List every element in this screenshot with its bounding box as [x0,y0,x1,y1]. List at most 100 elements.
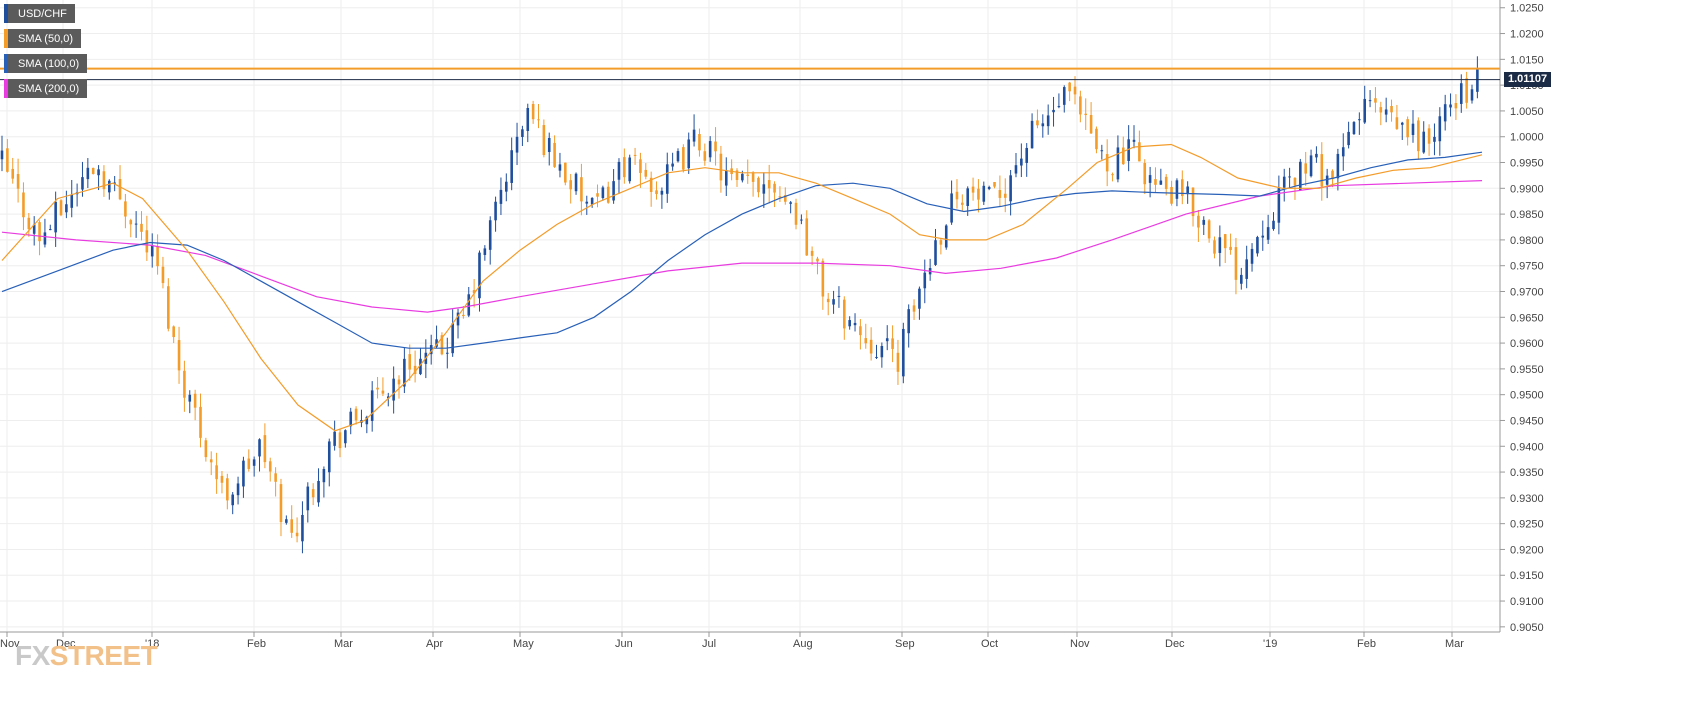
candle-body [612,181,615,201]
candle-body [258,439,261,457]
logo-part-street: STREET [49,640,158,671]
candle-body [526,107,530,132]
y-tick-label: 0.9200 [1510,544,1544,556]
candle-body [1438,116,1442,142]
candle-body [70,194,74,208]
candle-body [987,187,991,189]
candle-body [665,164,669,194]
candle-body [993,182,996,187]
legend-item-usdchf[interactable]: USD/CHF [4,4,75,23]
candle-body [800,219,803,221]
candle-body [419,358,422,375]
candle-body [1476,69,1479,92]
candle-body [891,338,894,349]
candle-body [971,186,975,193]
candle-body [719,153,723,181]
candle-body [172,326,175,338]
candle-body [853,322,857,326]
candle-body [1245,259,1248,279]
y-tick-label: 0.9650 [1510,312,1544,324]
x-tick-label: Sep [895,638,915,650]
candle-body [86,167,90,180]
candle-body [907,309,910,334]
candle-body [215,465,218,480]
candle-body [150,245,154,257]
candle-body [376,387,379,390]
legend-item-sma200[interactable]: SMA (200,0) [4,79,88,98]
candle-body [349,411,353,427]
candle-body [1266,227,1270,240]
candle-body [311,489,315,498]
candle-body [226,478,229,501]
legend-item-sma100[interactable]: SMA (100,0) [4,54,88,73]
candle-body [268,461,272,472]
candle-body [381,390,385,394]
candle-body [1057,106,1061,108]
candle-body [386,396,390,399]
candle-body [108,180,111,193]
candle-body [1304,163,1307,174]
candle-body [472,290,476,294]
y-tick-label: 0.9150 [1510,570,1544,582]
candle-body [875,356,878,358]
candle-body [1148,175,1152,183]
candle-body [1347,131,1350,146]
candle-body [65,204,68,213]
candle-body [1030,120,1034,149]
candle-body [1084,113,1088,116]
y-tick-label: 1.0200 [1510,29,1544,41]
candle-body [1202,219,1206,225]
candle-body [966,188,969,206]
candle-body [1025,147,1029,163]
y-tick-label: 0.9950 [1510,158,1544,170]
y-tick-label: 0.9800 [1510,235,1544,247]
candle-body [1127,139,1130,161]
candle-body [204,440,208,458]
legend-item-sma50[interactable]: SMA (50,0) [4,29,82,48]
candle-body [1406,119,1409,138]
candle-body [32,224,36,234]
candle-body [408,354,412,370]
sma100-line [1,151,1483,349]
y-tick-label: 0.9750 [1510,261,1544,273]
candle-body [16,174,20,189]
candle-body [183,370,186,398]
candle-body [177,340,181,371]
candle-body [129,220,133,225]
candle-body [1020,158,1023,166]
candle-body [488,220,492,250]
candle-body [91,167,95,174]
candle-body [456,312,460,326]
y-tick-label: 0.9350 [1510,467,1544,479]
candle-body [54,201,57,233]
candle-body [1384,109,1388,115]
candle-body [939,240,943,245]
candle-body [1422,131,1426,153]
candle-body [510,150,513,183]
candle-body [1363,98,1367,123]
candle-body [912,305,916,312]
candle-body [767,180,771,189]
candle-body [365,416,369,425]
candle-body [1288,176,1291,178]
candle-body [1138,142,1141,162]
y-tick-label: 1.0050 [1510,106,1544,118]
candle-body [649,177,653,192]
candle-body [1454,103,1458,109]
candle-body [333,431,336,446]
candle-body [1390,105,1393,113]
candle-body [1309,155,1313,177]
candle-body [1336,153,1340,179]
candle-body [397,379,401,385]
candle-body [252,459,256,466]
candle-body [521,129,524,137]
candle-body [451,323,454,354]
candle-body [660,190,664,195]
candle-body [902,328,905,377]
candle-body [1197,215,1200,228]
candle-body [413,365,417,375]
candle-body [317,480,320,503]
candle-body [446,352,449,354]
